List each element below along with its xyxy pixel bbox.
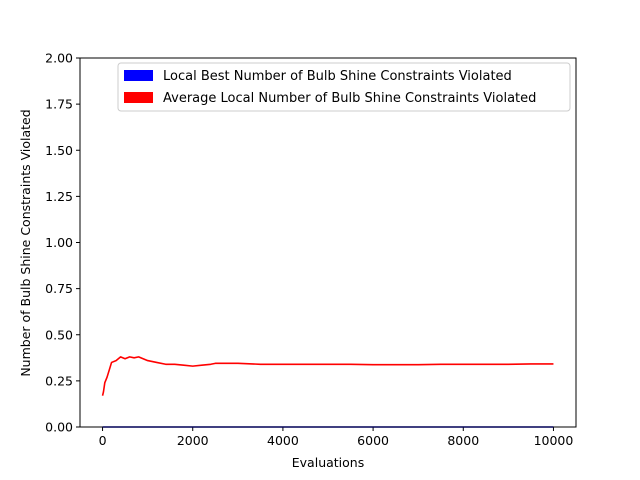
y-axis-label: Number of Bulb Shine Constraints Violate… bbox=[18, 109, 33, 376]
x-tick-label: 8000 bbox=[447, 433, 479, 448]
y-tick-label: 1.50 bbox=[45, 143, 73, 158]
x-axis-ticks: 0 2000 4000 6000 8000 10000 bbox=[99, 427, 574, 448]
x-tick-label: 4000 bbox=[267, 433, 299, 448]
legend-entry-local-best: Local Best Number of Bulb Shine Constrai… bbox=[163, 69, 512, 84]
x-tick-label: 0 bbox=[99, 433, 107, 448]
y-tick-label: 1.75 bbox=[45, 97, 73, 112]
legend-frame bbox=[117, 62, 571, 112]
y-tick-label: 1.00 bbox=[45, 235, 73, 250]
x-tick-label: 10000 bbox=[534, 433, 574, 448]
x-axis-label: Evaluations bbox=[292, 455, 364, 470]
y-tick-label: 1.25 bbox=[45, 189, 73, 204]
y-tick-label: 0.75 bbox=[45, 281, 73, 296]
y-tick-label: 0.25 bbox=[45, 373, 73, 388]
y-tick-label: 2.00 bbox=[45, 51, 73, 66]
series-layer bbox=[101, 356, 554, 428]
y-tick-label: 0.00 bbox=[45, 420, 73, 435]
legend-swatch-average-local bbox=[124, 92, 153, 103]
plot-frame bbox=[79, 57, 577, 428]
series-line-average-local bbox=[101, 356, 554, 396]
legend-entry-average-local: Average Local Number of Bulb Shine Const… bbox=[163, 91, 536, 106]
y-axis-ticks: 0.00 0.25 0.50 0.75 1.00 1.25 1.50 1.75 2.00 bbox=[45, 51, 80, 435]
x-tick-label: 2000 bbox=[177, 433, 209, 448]
x-tick-label: 6000 bbox=[357, 433, 389, 448]
y-tick-label: 0.50 bbox=[45, 327, 73, 342]
legend-swatch-local-best bbox=[124, 70, 153, 81]
legend: Local Best Number of Bulb Shine Constrai… bbox=[117, 62, 571, 112]
